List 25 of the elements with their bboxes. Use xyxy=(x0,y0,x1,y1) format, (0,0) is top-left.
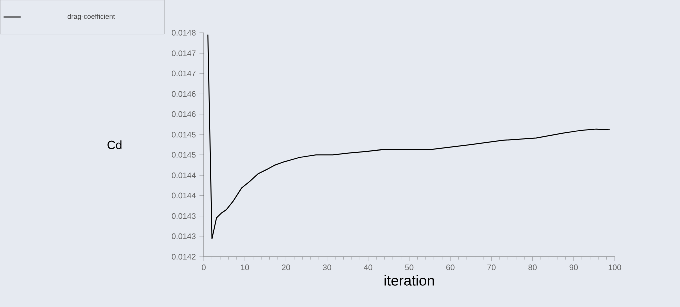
y-tick-label: 0.0145 xyxy=(172,152,196,158)
y-tick-label: 0.0142 xyxy=(172,254,196,260)
y-tick-label: 0.0148 xyxy=(172,30,196,36)
x-axis-title: iteration xyxy=(384,275,434,286)
x-tick-label: 60 xyxy=(446,264,455,270)
y-tick-label: 0.0147 xyxy=(172,70,196,77)
x-tick-label: 70 xyxy=(488,264,496,270)
x-tick-label: 100 xyxy=(608,264,622,270)
x-tick-label: 0 xyxy=(202,264,206,270)
x-tick-label: 90 xyxy=(570,264,578,270)
y-tick-label: 0.0146 xyxy=(172,112,196,118)
y-tick-label: 0.0144 xyxy=(172,172,196,178)
x-tick-label: 10 xyxy=(241,264,250,270)
x-tick-label: 50 xyxy=(405,264,414,270)
y-tick-label: 0.0143 xyxy=(172,213,196,220)
x-tick-label: 30 xyxy=(323,264,332,270)
y-tick-label: 0.0144 xyxy=(172,192,196,199)
x-tick-label: 40 xyxy=(364,264,373,270)
y-tick-label: 0.0147 xyxy=(172,50,196,56)
y-tick-label: 0.0146 xyxy=(172,91,196,98)
y-axis-title: Cd xyxy=(108,140,122,150)
x-tick-label: 80 xyxy=(528,264,537,270)
y-tick-label: 0.0145 xyxy=(172,132,196,138)
x-tick-label: 20 xyxy=(282,264,290,270)
y-tick-label: 0.0143 xyxy=(172,234,196,240)
